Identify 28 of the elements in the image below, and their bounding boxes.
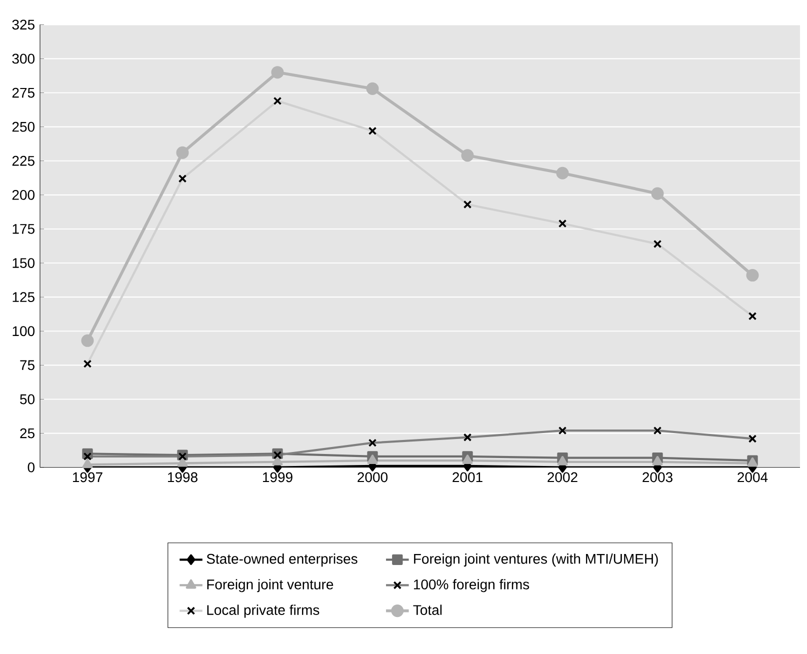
x-tick-label: 2001 bbox=[452, 472, 482, 482]
x-tick-label: 1997 bbox=[72, 472, 102, 482]
legend-label: Local private firms bbox=[207, 604, 320, 618]
y-tick-label: 325 bbox=[12, 20, 34, 30]
y-tick-label: 250 bbox=[12, 122, 35, 132]
x-tick-label: 1998 bbox=[168, 472, 198, 482]
y-tick-label: 0 bbox=[28, 462, 35, 472]
x-tick-label: 2004 bbox=[738, 472, 768, 482]
y-tick-label: 100 bbox=[12, 326, 35, 336]
y-tick-label: 225 bbox=[12, 156, 34, 166]
x-tick-label: 2003 bbox=[642, 472, 672, 482]
y-tick-label: 150 bbox=[12, 258, 35, 268]
y-tick-label: 175 bbox=[12, 224, 34, 234]
y-tick-label: 300 bbox=[12, 54, 35, 64]
legend-label: 100% foreign firms bbox=[414, 579, 530, 592]
legend-label: Foreign joint ventures (with MTI/UMEH) bbox=[414, 554, 658, 567]
legend-label: Total bbox=[413, 604, 442, 615]
legend-label: Foreign joint venture bbox=[207, 579, 334, 592]
y-tick-label: 25 bbox=[20, 428, 34, 438]
x-tick-label: 1999 bbox=[262, 472, 292, 482]
y-tick-label: 200 bbox=[12, 190, 35, 200]
y-tick-label: 50 bbox=[20, 394, 35, 404]
legend-label: State-owned enterprises bbox=[206, 554, 358, 567]
x-tick-label: 2000 bbox=[358, 472, 388, 482]
x-tick-label: 2002 bbox=[548, 472, 578, 482]
y-tick-label: 75 bbox=[20, 360, 34, 370]
y-tick-label: 125 bbox=[12, 292, 34, 302]
y-tick-label: 275 bbox=[12, 88, 34, 98]
